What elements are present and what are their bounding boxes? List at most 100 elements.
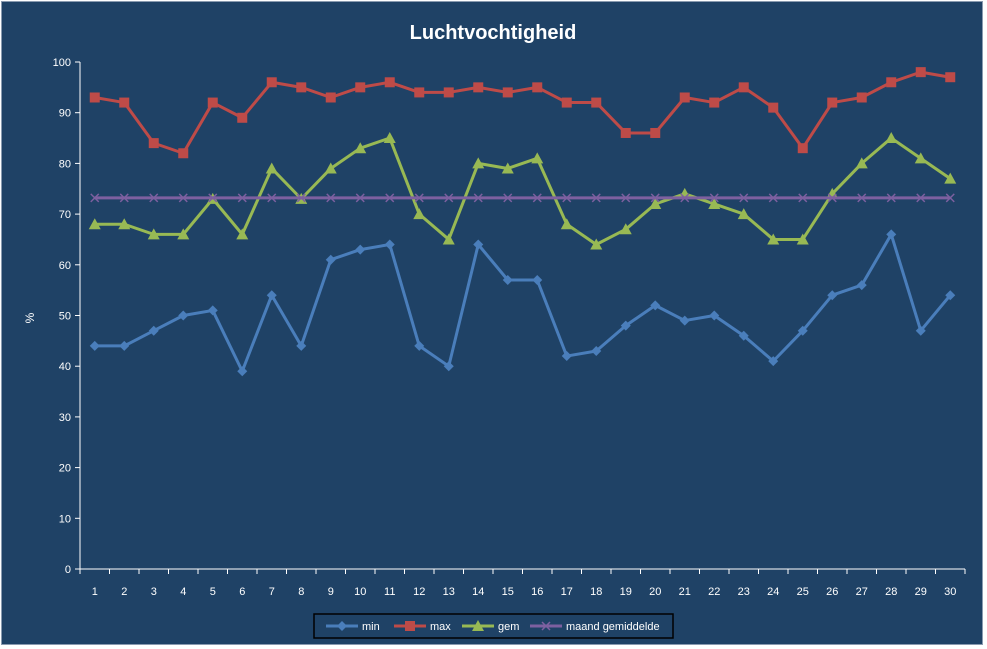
legend-entry-gem: gem bbox=[462, 620, 519, 633]
y-tick-label: 10 bbox=[59, 513, 71, 525]
chart-title: Luchtvochtigheid bbox=[410, 22, 577, 44]
data-point-maand-gemiddelde bbox=[473, 193, 483, 203]
legend-label-min: min bbox=[362, 621, 380, 633]
data-point-min bbox=[266, 290, 277, 301]
x-tick-label: 5 bbox=[210, 586, 216, 598]
data-point-maand-gemiddelde bbox=[267, 193, 277, 203]
data-point-maand-gemiddelde bbox=[326, 193, 336, 203]
y-tick-label: 40 bbox=[59, 361, 71, 373]
data-point-maand-gemiddelde bbox=[827, 193, 837, 203]
x-tick-label: 29 bbox=[915, 586, 927, 598]
series-line-gem bbox=[94, 136, 952, 247]
data-point-max bbox=[768, 102, 779, 113]
y-tick-label: 30 bbox=[59, 412, 71, 424]
data-point-maand-gemiddelde bbox=[798, 193, 808, 203]
data-point-gem bbox=[885, 132, 898, 144]
data-point-maand-gemiddelde bbox=[562, 193, 572, 203]
data-point-min bbox=[178, 310, 189, 321]
data-point-gem bbox=[236, 228, 249, 240]
data-point-min bbox=[207, 305, 218, 316]
legend: min max gem maand gemiddelde bbox=[313, 613, 674, 639]
data-point-max bbox=[886, 77, 897, 88]
data-point-min bbox=[296, 340, 307, 351]
legend-entry-min: min bbox=[326, 621, 380, 633]
x-tick-label: 21 bbox=[679, 586, 691, 598]
x-tick-label: 9 bbox=[328, 586, 334, 598]
series-max bbox=[89, 67, 956, 159]
data-point-min bbox=[709, 310, 720, 321]
legend-marker-maand-gemiddelde bbox=[541, 621, 551, 631]
x-tick-label: 12 bbox=[413, 586, 425, 598]
data-point-min bbox=[502, 275, 513, 286]
series-line-min bbox=[94, 232, 952, 373]
data-point-min bbox=[384, 239, 395, 250]
data-point-gem bbox=[796, 233, 809, 245]
legend-marker-min bbox=[337, 621, 347, 631]
data-point-min bbox=[915, 325, 926, 336]
data-point-max bbox=[443, 87, 454, 98]
data-point-maand-gemiddelde bbox=[90, 193, 100, 203]
data-point-gem bbox=[472, 157, 485, 169]
data-point-min bbox=[738, 330, 749, 341]
x-tick-label: 23 bbox=[738, 586, 750, 598]
data-point-gem bbox=[177, 228, 190, 240]
x-tick-label: 19 bbox=[620, 586, 632, 598]
data-point-max bbox=[237, 112, 248, 123]
x-tick-label: 18 bbox=[590, 586, 602, 598]
data-point-min bbox=[886, 229, 897, 240]
x-tick-label: 14 bbox=[472, 586, 484, 598]
data-point-max bbox=[325, 92, 336, 103]
y-tick-label: 90 bbox=[59, 108, 71, 120]
data-point-gem bbox=[501, 162, 514, 174]
x-tick-label: 1 bbox=[92, 586, 98, 598]
series-layer bbox=[88, 67, 957, 377]
data-point-min bbox=[414, 340, 425, 351]
data-point-max bbox=[856, 92, 867, 103]
data-point-gem bbox=[914, 152, 927, 164]
data-point-min bbox=[355, 244, 366, 255]
data-point-min bbox=[591, 345, 602, 356]
legend-entry-max: max bbox=[394, 621, 451, 633]
data-point-min bbox=[237, 366, 248, 377]
data-point-maand-gemiddelde bbox=[650, 193, 660, 203]
data-point-gem bbox=[944, 172, 957, 184]
data-point-min bbox=[945, 290, 956, 301]
x-tick-label: 26 bbox=[826, 586, 838, 598]
data-point-maand-gemiddelde bbox=[237, 193, 247, 203]
y-tick-label: 80 bbox=[59, 158, 71, 170]
data-point-max bbox=[620, 127, 631, 138]
data-point-max bbox=[738, 82, 749, 93]
data-point-max bbox=[266, 77, 277, 88]
data-point-gem bbox=[383, 132, 396, 144]
data-point-maand-gemiddelde bbox=[178, 193, 188, 203]
data-point-min bbox=[119, 340, 130, 351]
x-tick-label: 6 bbox=[239, 586, 245, 598]
data-point-gem bbox=[560, 218, 573, 230]
data-point-min bbox=[856, 280, 867, 291]
data-point-min bbox=[325, 254, 336, 265]
x-tick-label: 16 bbox=[531, 586, 543, 598]
series-min bbox=[89, 229, 956, 377]
data-point-gem bbox=[413, 208, 426, 220]
series-gem bbox=[88, 132, 957, 250]
data-point-max bbox=[532, 82, 543, 93]
legend-marker-gem bbox=[472, 620, 484, 631]
y-axis-label: % bbox=[23, 312, 37, 323]
y-tick-label: 0 bbox=[65, 564, 71, 576]
data-point-gem bbox=[855, 157, 868, 169]
data-point-min bbox=[620, 320, 631, 331]
data-point-max bbox=[709, 97, 720, 108]
data-point-maand-gemiddelde bbox=[503, 193, 513, 203]
data-point-maand-gemiddelde bbox=[414, 193, 424, 203]
x-tick-label: 8 bbox=[298, 586, 304, 598]
data-point-gem bbox=[590, 238, 603, 250]
data-point-maand-gemiddelde bbox=[680, 193, 690, 203]
data-point-max bbox=[827, 97, 838, 108]
data-point-gem bbox=[442, 233, 455, 245]
data-point-min bbox=[148, 325, 159, 336]
data-point-maand-gemiddelde bbox=[385, 193, 395, 203]
data-point-gem bbox=[737, 208, 750, 220]
data-point-maand-gemiddelde bbox=[621, 193, 631, 203]
